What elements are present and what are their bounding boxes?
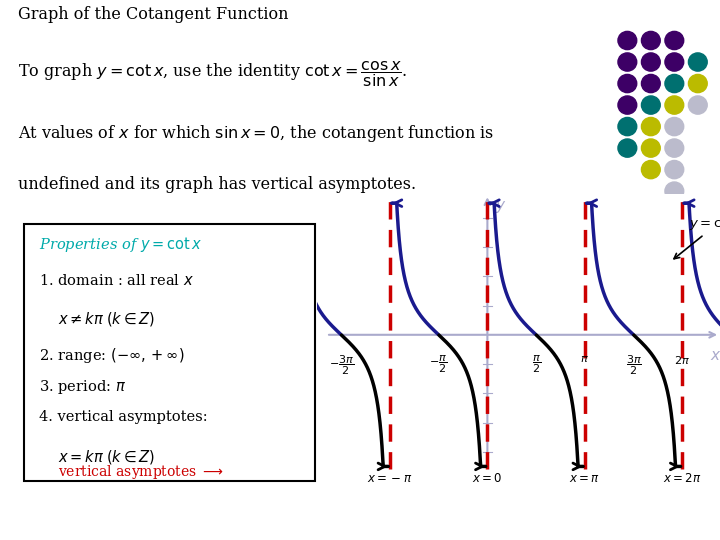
Text: $\dfrac{\pi}{2}$: $\dfrac{\pi}{2}$ (531, 354, 541, 375)
Circle shape (618, 75, 636, 93)
Text: $x = \pi$: $x = \pi$ (570, 472, 600, 485)
Circle shape (665, 96, 684, 114)
Circle shape (665, 160, 684, 179)
Text: $\dfrac{3\pi}{2}$: $\dfrac{3\pi}{2}$ (626, 354, 642, 377)
Text: 3. period: $\pi$: 3. period: $\pi$ (39, 378, 126, 396)
Text: To graph $y = \mathrm{cot}\, x$, use the identity $\mathrm{cot}\, x = \dfrac{\co: To graph $y = \mathrm{cot}\, x$, use the… (19, 59, 408, 90)
Circle shape (618, 96, 636, 114)
Text: $x = 0$: $x = 0$ (472, 472, 503, 485)
Text: $-\dfrac{\pi}{2}$: $-\dfrac{\pi}{2}$ (429, 354, 448, 375)
Circle shape (688, 96, 707, 114)
Circle shape (665, 75, 684, 93)
Circle shape (642, 96, 660, 114)
Text: Properties of $y = \mathrm{cot}\, x$: Properties of $y = \mathrm{cot}\, x$ (39, 235, 203, 254)
Text: $y$: $y$ (495, 199, 507, 215)
Circle shape (665, 53, 684, 71)
Circle shape (642, 75, 660, 93)
Circle shape (642, 31, 660, 50)
Text: $x \neq k\pi \; (k \in Z)$: $x \neq k\pi \; (k \in Z)$ (58, 310, 155, 328)
Circle shape (642, 139, 660, 157)
Circle shape (665, 182, 684, 200)
Circle shape (665, 117, 684, 136)
Circle shape (618, 31, 636, 50)
Text: At values of $x$ for which $\sin x = 0$, the cotangent function is: At values of $x$ for which $\sin x = 0$,… (19, 123, 495, 144)
FancyBboxPatch shape (24, 224, 315, 481)
Circle shape (642, 53, 660, 71)
Circle shape (618, 117, 636, 136)
Circle shape (642, 160, 660, 179)
Text: Graph of the Cotangent Function: Graph of the Cotangent Function (19, 6, 289, 23)
Circle shape (688, 75, 707, 93)
Text: $x = k\pi \; (k \in Z)$: $x = k\pi \; (k \in Z)$ (58, 448, 155, 466)
Circle shape (618, 139, 636, 157)
Circle shape (665, 139, 684, 157)
Text: $\pi$: $\pi$ (580, 354, 589, 364)
Text: 1. domain : all real $x$: 1. domain : all real $x$ (39, 273, 194, 288)
Text: $x = 2\pi$: $x = 2\pi$ (663, 472, 701, 485)
Circle shape (618, 53, 636, 71)
Text: 4. vertical asymptotes:: 4. vertical asymptotes: (39, 410, 208, 424)
Text: $2\pi$: $2\pi$ (675, 354, 690, 366)
Circle shape (688, 53, 707, 71)
Text: 2. range: $(-\infty, +\infty)$: 2. range: $(-\infty, +\infty)$ (39, 346, 184, 365)
Text: undefined and its graph has vertical asymptotes.: undefined and its graph has vertical asy… (19, 177, 416, 193)
Circle shape (642, 117, 660, 136)
Text: vertical asymptotes $\longrightarrow$: vertical asymptotes $\longrightarrow$ (58, 463, 224, 481)
Text: $x = -\pi$: $x = -\pi$ (367, 472, 413, 485)
Text: $x$: $x$ (710, 349, 720, 363)
Circle shape (665, 31, 684, 50)
Text: $-\dfrac{3\pi}{2}$: $-\dfrac{3\pi}{2}$ (328, 354, 354, 377)
Text: $y = \cot x$: $y = \cot x$ (674, 215, 720, 259)
